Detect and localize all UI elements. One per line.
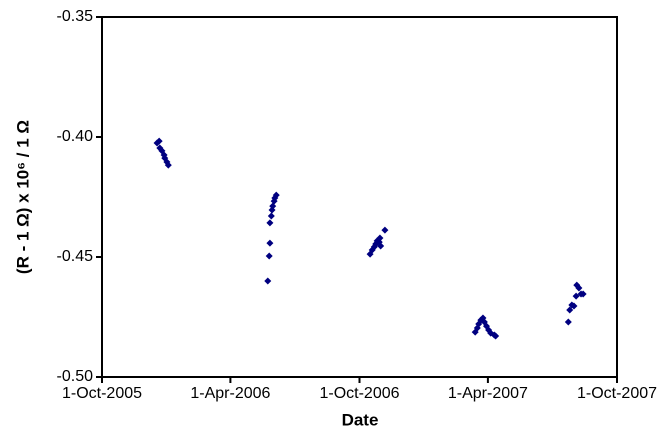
data-point <box>267 212 275 220</box>
x-tick-label: 1-Oct-2007 <box>577 385 657 402</box>
y-tick-label: -0.40 <box>57 128 94 145</box>
data-point <box>155 137 163 145</box>
data-point <box>269 202 277 210</box>
data-point <box>164 161 172 169</box>
data-point <box>265 252 273 260</box>
y-axis-title: (R - 1 Ω) x 10⁶ / 1 Ω <box>13 120 32 274</box>
data-point <box>266 239 274 247</box>
data-point <box>575 284 583 292</box>
x-tick-label: 1-Apr-2006 <box>190 385 270 402</box>
data-point <box>566 306 574 314</box>
y-tick-label: -0.50 <box>57 368 94 385</box>
data-point <box>272 191 280 199</box>
y-tick-label: -0.35 <box>57 8 94 25</box>
data-point <box>266 219 274 227</box>
data-point <box>264 277 272 285</box>
x-tick-label: 1-Oct-2005 <box>62 385 142 402</box>
data-point <box>564 318 572 326</box>
y-tick-label: -0.45 <box>57 248 94 265</box>
x-tick-label: 1-Oct-2006 <box>319 385 399 402</box>
data-point <box>570 302 578 310</box>
x-axis-title: Date <box>342 410 379 429</box>
data-point <box>377 242 385 250</box>
plot-frame <box>101 16 618 378</box>
data-point <box>572 292 580 300</box>
x-tick-label: 1-Apr-2007 <box>448 385 528 402</box>
data-point <box>381 226 389 234</box>
data-point <box>579 290 587 298</box>
data-point <box>492 332 500 340</box>
data-point <box>376 234 384 242</box>
